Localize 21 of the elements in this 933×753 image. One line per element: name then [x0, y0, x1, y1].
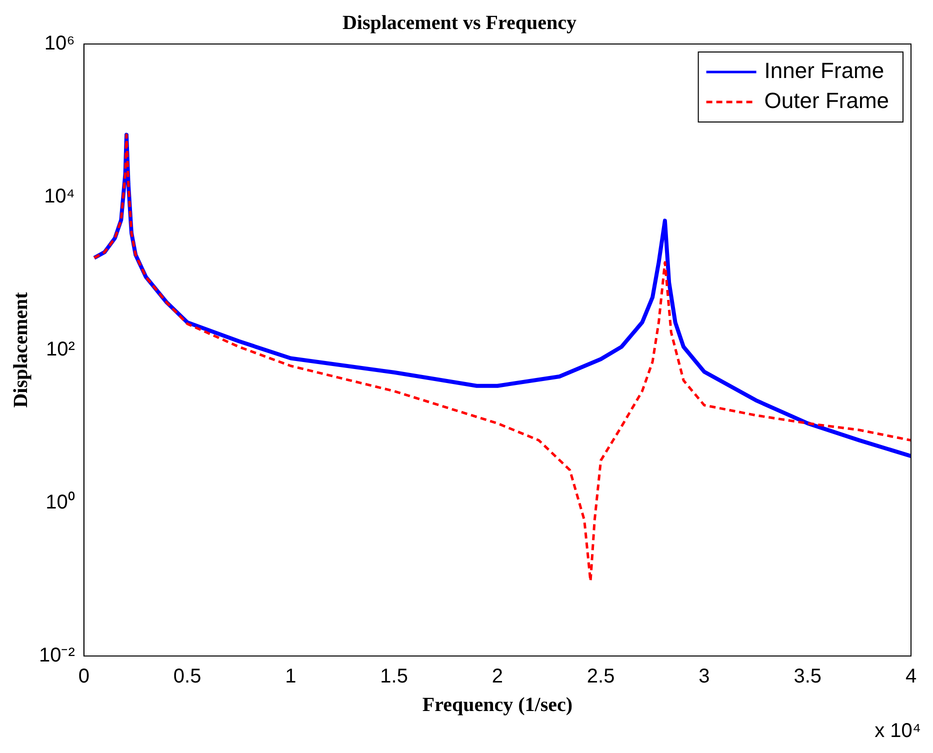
legend-label: Outer Frame [764, 88, 890, 114]
y-tick-label: 10² [46, 338, 76, 361]
legend-label: Inner Frame [764, 58, 884, 84]
y-tick-label: 10⁴ [44, 186, 75, 208]
x-tick-label: 0.5 [173, 666, 202, 688]
chart-title: Displacement vs Frequency [342, 12, 577, 34]
y-tick-label: 10⁶ [44, 32, 75, 55]
x-tick-label: 3.5 [794, 666, 822, 688]
y-tick-label: 10⁻² [39, 644, 76, 667]
x-tick-label: 2.5 [586, 666, 615, 688]
x-axis-title: Frequency (1/sec) [422, 694, 573, 716]
line-series [92, 134, 911, 582]
x-tick-label: 3 [698, 666, 710, 688]
x-tick-label: 2 [492, 666, 504, 688]
y-tick-label: 10⁰ [46, 490, 75, 514]
x-tick-label: 4 [905, 666, 917, 688]
x-tick-label: 1.5 [380, 666, 408, 688]
y-axis-title: Displacement [10, 292, 32, 408]
text: x 10⁴ [874, 720, 922, 743]
x-tick-label: 0 [78, 666, 90, 688]
x-tick-label: 1 [285, 666, 296, 688]
